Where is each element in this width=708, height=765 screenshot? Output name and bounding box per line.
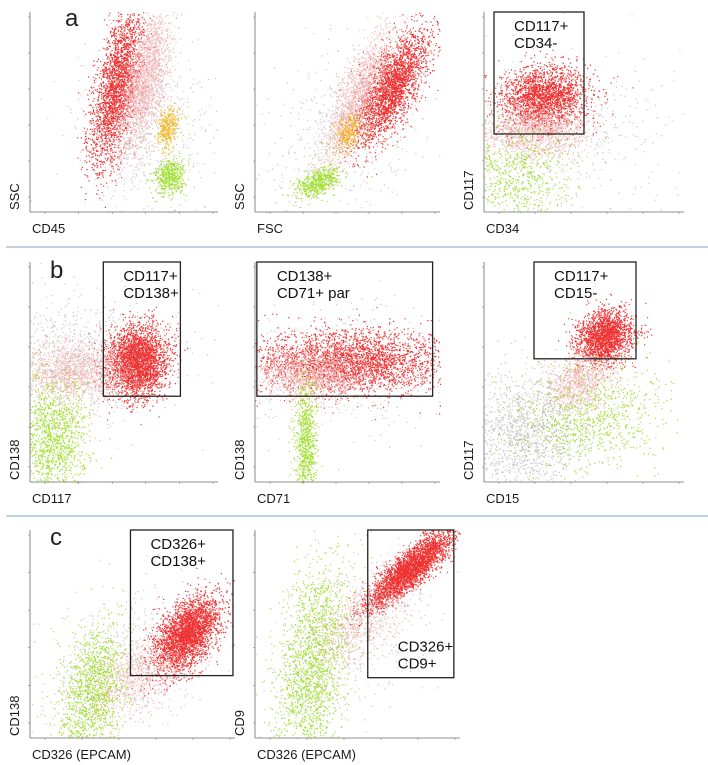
gate-label-line: CD326+ — [150, 536, 206, 553]
y-axis-label: CD9 — [232, 710, 247, 736]
x-axis-label: CD45 — [32, 221, 65, 236]
population-gated — [126, 567, 235, 697]
scatter-plot-7: CD326+CD138+ CD326 (EPCAM) CD138 c — [7, 524, 235, 762]
gate-label-line: CD117+ — [554, 268, 609, 285]
gate-label-line: CD138+ — [277, 268, 333, 285]
gate-label-line: CD138+ — [150, 553, 206, 570]
population-other — [93, 12, 183, 192]
x-axis-label: CD34 — [486, 221, 519, 236]
population-gated — [484, 49, 634, 155]
gate-label-line: CD117+ — [123, 268, 178, 285]
gate-label-line: CD117+ — [514, 18, 569, 35]
y-axis-label: CD117 — [461, 440, 476, 480]
population-gated — [255, 307, 442, 421]
gate-label-line: CD138+ — [123, 285, 179, 302]
gate-label-line: CD9+ — [398, 656, 437, 673]
population-other — [528, 327, 638, 437]
population-lymphocyte — [146, 148, 195, 203]
gate-rectangle — [129, 529, 234, 677]
population-gated — [326, 530, 461, 634]
y-axis-label: SSC — [232, 183, 247, 210]
population-lymphocyte — [41, 588, 147, 739]
gate-label-line: CD326+ — [398, 639, 454, 656]
x-axis-label: CD71 — [257, 491, 290, 506]
x-axis-label: FSC — [257, 221, 283, 236]
population-other — [30, 320, 180, 424]
scatter-plot-8: CD326+CD9+ CD326 (EPCAM) CD9 — [232, 529, 461, 762]
gate-rectangle — [367, 529, 455, 679]
x-axis-label: CD15 — [486, 491, 519, 506]
population-gated — [558, 293, 653, 385]
population-background — [256, 16, 441, 214]
y-axis-label: CD138 — [7, 696, 22, 736]
population-lymphocyte — [255, 530, 373, 739]
panel-letter-c: c — [50, 524, 62, 551]
population-other — [289, 12, 408, 213]
gate-label-line: CD34- — [514, 35, 557, 52]
scatter-plot-6: CD117+CD15- CD15 CD117 — [461, 261, 684, 506]
scatter-plot-4: CD117+CD138+ CD117 CD138 b — [7, 257, 219, 506]
population-lymphocyte — [288, 349, 323, 483]
y-axis-label: CD138 — [7, 440, 22, 480]
y-axis-label: SSC — [7, 183, 22, 210]
x-axis-label: CD326 (EPCAM) — [32, 747, 131, 762]
y-axis-label: CD117 — [461, 170, 476, 210]
scatter-plot-5: CD138+CD71+ par CD71 CD138 — [232, 261, 442, 506]
gate-label-line: CD71+ par — [277, 285, 350, 302]
population-granulocyte — [153, 98, 191, 162]
x-axis-label: CD117 — [32, 491, 72, 506]
panel-letter-a: a — [65, 5, 79, 32]
panel-letter-b: b — [50, 257, 63, 284]
scatter-plot-1: CD45 SSC a — [7, 5, 219, 236]
y-axis-label: CD138 — [232, 440, 247, 480]
gate-rectangle — [256, 261, 434, 397]
gate-label-line: CD15- — [554, 285, 597, 302]
population-gated — [78, 306, 189, 426]
gate-rectangle — [102, 261, 182, 397]
gate-rectangle — [533, 261, 637, 360]
population-lymphocyte — [282, 157, 373, 207]
population-lymphocyte — [30, 314, 113, 484]
gate-rectangle — [493, 11, 585, 135]
scatter-plot-2: FSC SSC — [232, 12, 441, 236]
scatter-plot-3: CD117+CD34- CD34 CD117 — [461, 11, 684, 236]
x-axis-label: CD326 (EPCAM) — [257, 747, 356, 762]
population-lymphocyte — [484, 95, 607, 213]
population-granulocyte — [321, 103, 369, 162]
